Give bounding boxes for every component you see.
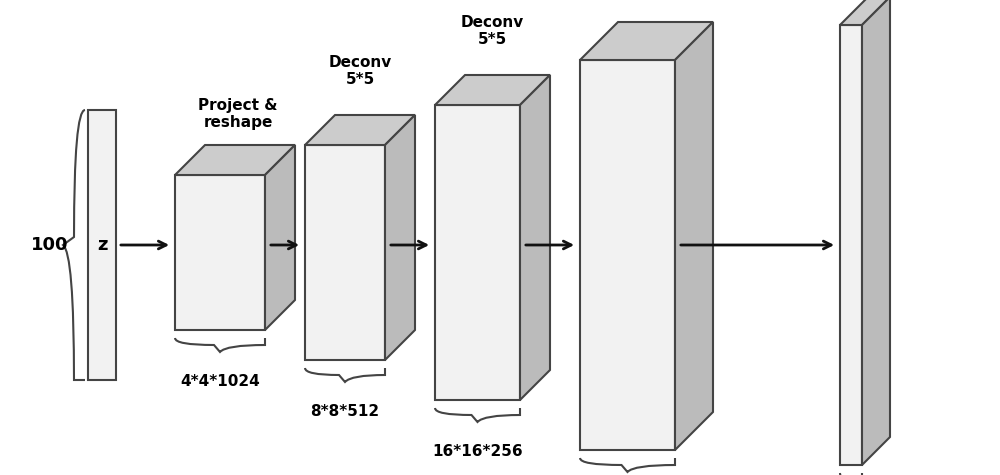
Text: 4*4*1024: 4*4*1024: [180, 374, 260, 389]
Polygon shape: [305, 115, 415, 145]
Polygon shape: [175, 145, 295, 175]
Polygon shape: [840, 0, 890, 25]
Polygon shape: [862, 0, 890, 465]
Polygon shape: [520, 75, 550, 400]
Text: 16*16*256: 16*16*256: [432, 444, 523, 459]
Polygon shape: [88, 110, 116, 380]
Text: z: z: [97, 236, 107, 254]
Polygon shape: [265, 145, 295, 330]
Polygon shape: [840, 25, 862, 465]
Text: Deconv
5*5: Deconv 5*5: [461, 15, 524, 47]
Polygon shape: [385, 115, 415, 360]
Polygon shape: [580, 60, 675, 450]
Polygon shape: [305, 145, 385, 360]
Text: 8*8*512: 8*8*512: [310, 404, 380, 419]
Polygon shape: [435, 105, 520, 400]
Text: Deconv
5*5: Deconv 5*5: [328, 55, 392, 87]
Polygon shape: [580, 22, 713, 60]
Polygon shape: [175, 175, 265, 330]
Text: Project &
reshape: Project & reshape: [198, 97, 278, 130]
Text: 100: 100: [31, 236, 69, 254]
Polygon shape: [675, 22, 713, 450]
Polygon shape: [435, 75, 550, 105]
